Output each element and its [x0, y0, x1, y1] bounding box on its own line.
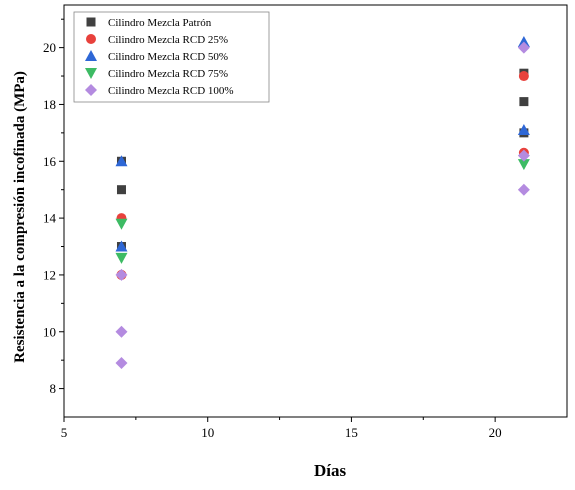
- y-axis: 8 10 12 14 16 18 20: [43, 18, 64, 396]
- data-points: [115, 35, 530, 370]
- data-point-series-5: [115, 325, 128, 338]
- data-point-series-1: [116, 185, 126, 195]
- y-tick-label: 8: [50, 381, 57, 396]
- x-tick-label: 5: [61, 425, 68, 440]
- legend-marker: [86, 34, 96, 44]
- data-point-series-1: [519, 97, 529, 107]
- data-point-series-5: [517, 149, 530, 162]
- y-tick-label: 20: [43, 40, 56, 55]
- legend-label: Cilindro Mezcla Patrón: [108, 17, 212, 29]
- legend-label: Cilindro Mezcla RCD 25%: [108, 34, 228, 46]
- data-point-series-5: [115, 268, 128, 281]
- data-point-series-4: [517, 159, 530, 171]
- y-axis-title: Resistencia a la compresión incofinada (…: [12, 71, 28, 363]
- data-point-series-4: [115, 252, 128, 264]
- y-tick-label: 10: [43, 324, 56, 339]
- x-tick-label: 10: [201, 425, 214, 440]
- data-point-series-5: [115, 357, 128, 370]
- x-axis: 5 10 15 20: [61, 417, 502, 440]
- legend-marker: [85, 84, 97, 96]
- legend-label: Cilindro Mezcla RCD 50%: [108, 51, 228, 63]
- legend-label: Cilindro Mezcla RCD 100%: [108, 85, 234, 97]
- data-point-series-3: [115, 155, 128, 167]
- data-point-series-5: [517, 183, 530, 196]
- legend-box: [73, 11, 270, 103]
- x-tick-label: 20: [489, 425, 502, 440]
- x-tick-label: 15: [345, 425, 358, 440]
- legend: Cilindro Mezcla Patrón Cilindro Mezcla RC…: [73, 11, 270, 103]
- legend-marker: [85, 50, 97, 61]
- plot-border: [63, 4, 568, 418]
- y-tick-label: 12: [43, 267, 56, 282]
- data-point-series-3: [517, 124, 530, 136]
- y-tick-label: 16: [43, 154, 57, 169]
- y-tick-label: 18: [43, 97, 56, 112]
- data-point-series-2: [518, 71, 529, 82]
- x-axis-title: Días: [314, 461, 347, 480]
- legend-marker: [86, 17, 96, 27]
- data-point-series-5: [517, 41, 530, 54]
- legend-marker: [85, 68, 97, 79]
- data-point-series-3: [517, 35, 530, 47]
- plot-area: [63, 4, 568, 418]
- legend-label: Cilindro Mezcla RCD 75%: [108, 68, 228, 80]
- data-point-series-4: [115, 218, 128, 230]
- data-point-series-3: [115, 240, 128, 252]
- y-tick-label: 14: [43, 211, 57, 226]
